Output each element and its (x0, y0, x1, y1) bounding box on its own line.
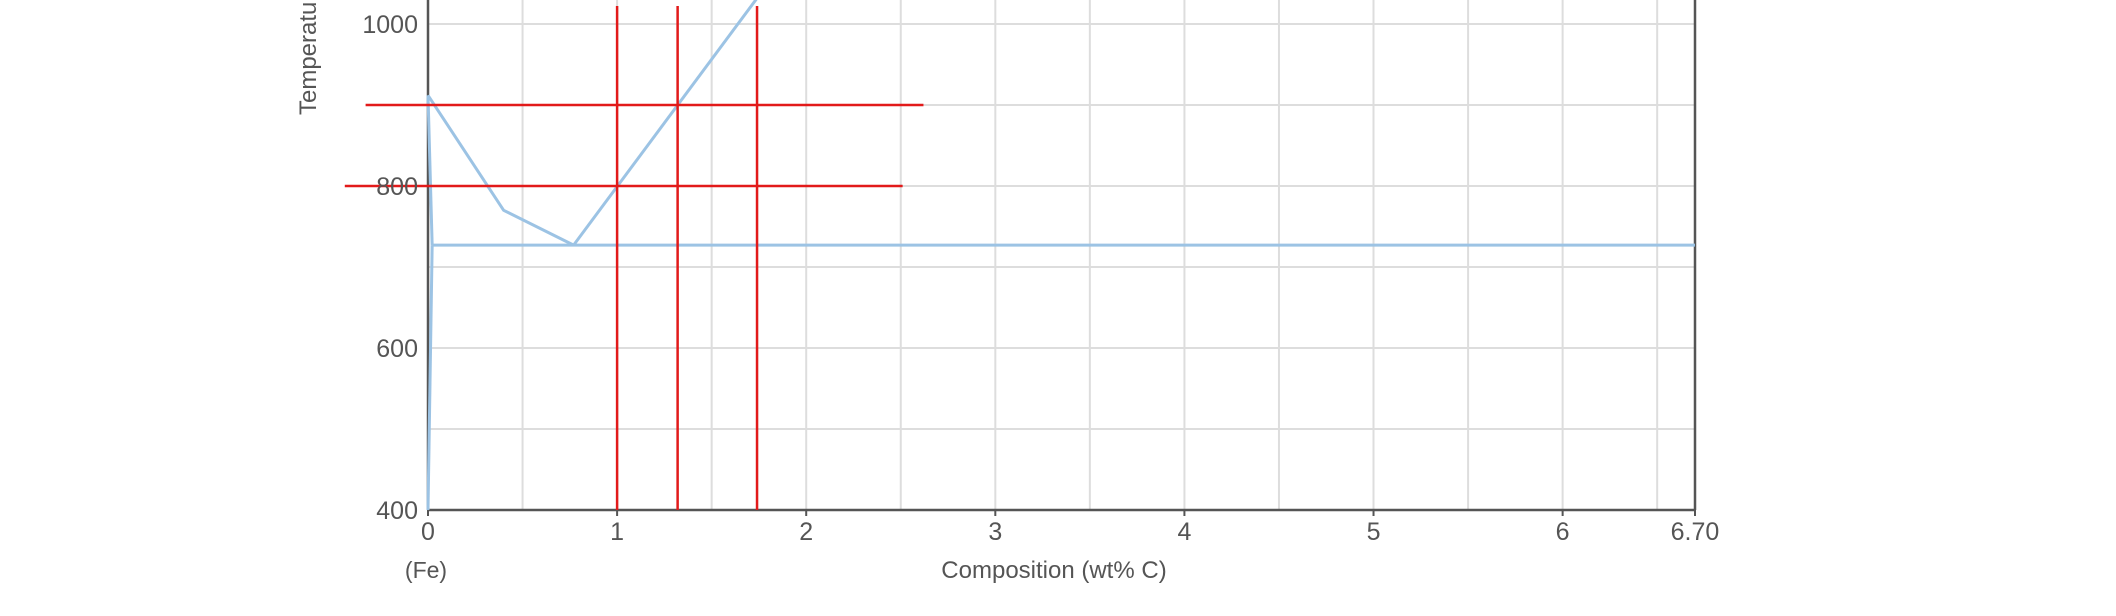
x-tick-label: 3 (988, 518, 1002, 546)
x-tick-label: 2 (799, 518, 813, 546)
x-tick-label: 6 (1556, 518, 1570, 546)
phase-boundary-line (426, 245, 434, 511)
phase-boundary-line (426, 94, 575, 247)
grid (428, 0, 1695, 510)
x-tick-label: 1 (610, 518, 624, 546)
x-axis-title: Composition (wt% C) (941, 557, 1166, 584)
phase-boundary-line (572, 0, 758, 247)
tick-labels: 0 1 2 3 4 5 6 6.70 400 600 800 1000 (362, 11, 1719, 546)
phase-boundary-line (426, 95, 434, 246)
x-tick-label: 6.70 (1671, 518, 1720, 546)
x-axis-sub-label: (Fe) (405, 557, 447, 583)
x-tick-label: 4 (1177, 518, 1191, 546)
y-tick-label: 1000 (362, 11, 418, 39)
y-axis-title: Temperature (295, 0, 322, 115)
y-tick-label: 400 (376, 497, 418, 525)
x-tick-label: 0 (421, 518, 435, 546)
y-tick-label: 800 (376, 173, 418, 201)
phase-lines (426, 0, 1695, 511)
x-tick-label: 5 (1367, 518, 1381, 546)
y-tick-label: 600 (376, 335, 418, 363)
marker-lines (344, 6, 924, 510)
